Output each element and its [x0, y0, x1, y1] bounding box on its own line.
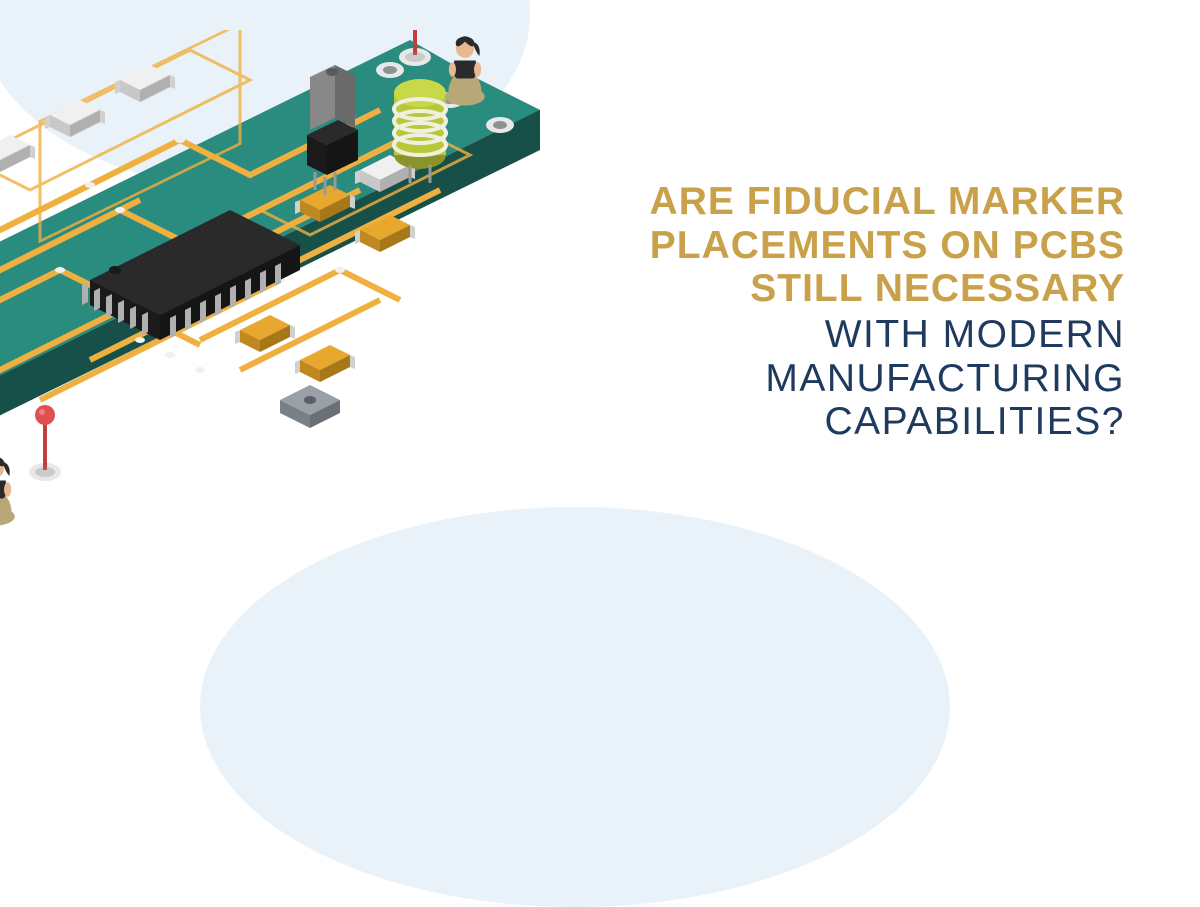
headline-gold: ARE FIDUCIAL MARKER PLACEMENTS ON PCBS S… [645, 180, 1125, 311]
pcb-illustration [0, 30, 640, 600]
headline-navy: WITH MODERN MANUFACTURING CAPABILITIES? [645, 313, 1125, 444]
small-chip [280, 385, 340, 428]
person-bottom [0, 456, 15, 525]
fiducial-bottom [29, 405, 61, 481]
headline-block: ARE FIDUCIAL MARKER PLACEMENTS ON PCBS S… [645, 180, 1125, 444]
person-top [445, 36, 485, 105]
